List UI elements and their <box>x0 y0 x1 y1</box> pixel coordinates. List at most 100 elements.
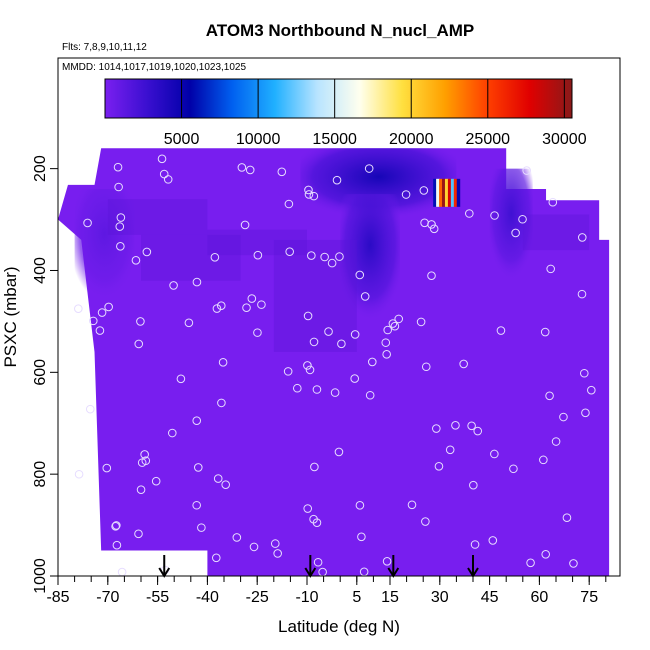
sample-point <box>217 398 226 408</box>
sample-point <box>360 292 370 301</box>
sample-point <box>309 514 318 524</box>
sample-point <box>102 463 112 473</box>
sample-point <box>167 428 177 438</box>
sample-point <box>429 224 439 234</box>
sample-point <box>257 300 266 309</box>
sample-point <box>509 464 518 474</box>
sample-point <box>313 557 323 567</box>
sample-point <box>197 523 206 532</box>
sample-point <box>309 337 319 347</box>
heatmap-peak-cell <box>436 178 440 207</box>
heatmap-peak-cell <box>447 178 452 207</box>
sample-point <box>382 350 391 359</box>
colorbar-tick-label: 5000 <box>164 131 200 148</box>
sample-point <box>364 164 374 173</box>
x-tick-label: 15 <box>381 589 399 606</box>
sample-point <box>240 220 250 230</box>
chart-title: ATOM3 Northbound N_nucl_AMP <box>206 21 475 40</box>
sample-point <box>303 504 313 513</box>
sample-point <box>355 501 365 510</box>
sample-point <box>141 456 151 466</box>
colorbar-tick-label: 15000 <box>312 131 357 148</box>
colorbar-tick-label: 10000 <box>236 131 281 148</box>
sample-point <box>136 317 145 326</box>
sample-point <box>522 166 531 175</box>
sample-point <box>74 304 83 313</box>
sample-point <box>470 540 480 549</box>
sample-point <box>303 361 312 370</box>
sample-point <box>253 250 263 260</box>
sample-point <box>115 222 125 231</box>
x-tick-label: -10 <box>295 589 318 606</box>
sample-point <box>113 162 123 172</box>
sample-point <box>242 303 251 313</box>
sample-point <box>104 302 113 312</box>
sample-point <box>541 549 551 559</box>
sample-point <box>581 408 590 418</box>
sample-point <box>539 455 548 465</box>
heatmap-peak-cell <box>439 178 443 207</box>
sample-point <box>464 209 474 218</box>
sample-point <box>192 277 202 287</box>
sample-point <box>496 326 506 335</box>
heatmap-shade <box>207 229 307 256</box>
sample-point <box>304 190 314 199</box>
sample-point <box>540 327 550 337</box>
sample-point <box>117 567 127 577</box>
sample-point <box>284 199 294 209</box>
sample-point <box>518 214 527 224</box>
sample-point <box>355 270 365 280</box>
heatmap-field <box>58 148 610 576</box>
sample-point <box>420 218 429 228</box>
sample-point <box>327 258 337 268</box>
sample-point <box>577 233 587 242</box>
heatmap-peak-cell <box>444 178 449 207</box>
sample-point <box>159 169 169 179</box>
sample-point <box>309 191 319 201</box>
sample-point <box>324 327 333 336</box>
x-tick-label: -70 <box>96 589 119 606</box>
sample-point <box>312 385 322 394</box>
x-tick-label: -25 <box>246 589 269 606</box>
sample-point <box>350 374 359 383</box>
sample-point <box>303 311 313 321</box>
sample-point <box>559 412 568 422</box>
sample-point <box>247 294 257 303</box>
sample-point <box>213 474 223 483</box>
y-tick-label: 400 <box>32 257 49 284</box>
heatmap-shade <box>522 214 590 251</box>
sample-point <box>211 553 221 563</box>
x-axis: -85 -70 -55 -40 -25 -10 5 15 30 45 60 75 <box>46 575 620 606</box>
sample-point <box>427 271 436 281</box>
sample-point <box>548 197 558 207</box>
sample-point <box>285 247 294 256</box>
sample-point <box>74 469 84 479</box>
heatmap-anomaly <box>489 168 533 281</box>
sample-point <box>381 338 391 347</box>
sample-point <box>136 485 146 494</box>
sample-point <box>210 252 220 262</box>
sample-point <box>390 321 400 331</box>
sample-point <box>416 317 426 327</box>
heatmap-peak-cell <box>442 178 446 207</box>
sample-point <box>112 521 121 530</box>
sample-point <box>216 301 226 311</box>
x-tick-label: 60 <box>531 589 549 606</box>
sample-point <box>270 539 280 548</box>
x-tick-label: 45 <box>481 589 499 606</box>
sample-point <box>579 368 589 378</box>
sample-point <box>432 424 441 433</box>
sample-point <box>469 480 478 490</box>
sample-point <box>335 252 344 261</box>
heatmap-background <box>58 148 610 576</box>
sample-point <box>114 182 123 192</box>
x-tick-label: -40 <box>196 589 219 606</box>
sample-point <box>169 281 178 290</box>
sample-point <box>419 186 429 195</box>
sample-point <box>193 463 203 472</box>
sample-point <box>304 185 313 195</box>
sample-point <box>388 319 398 328</box>
sample-point <box>337 339 346 349</box>
sample-point <box>545 391 554 401</box>
sample-point <box>221 480 230 489</box>
